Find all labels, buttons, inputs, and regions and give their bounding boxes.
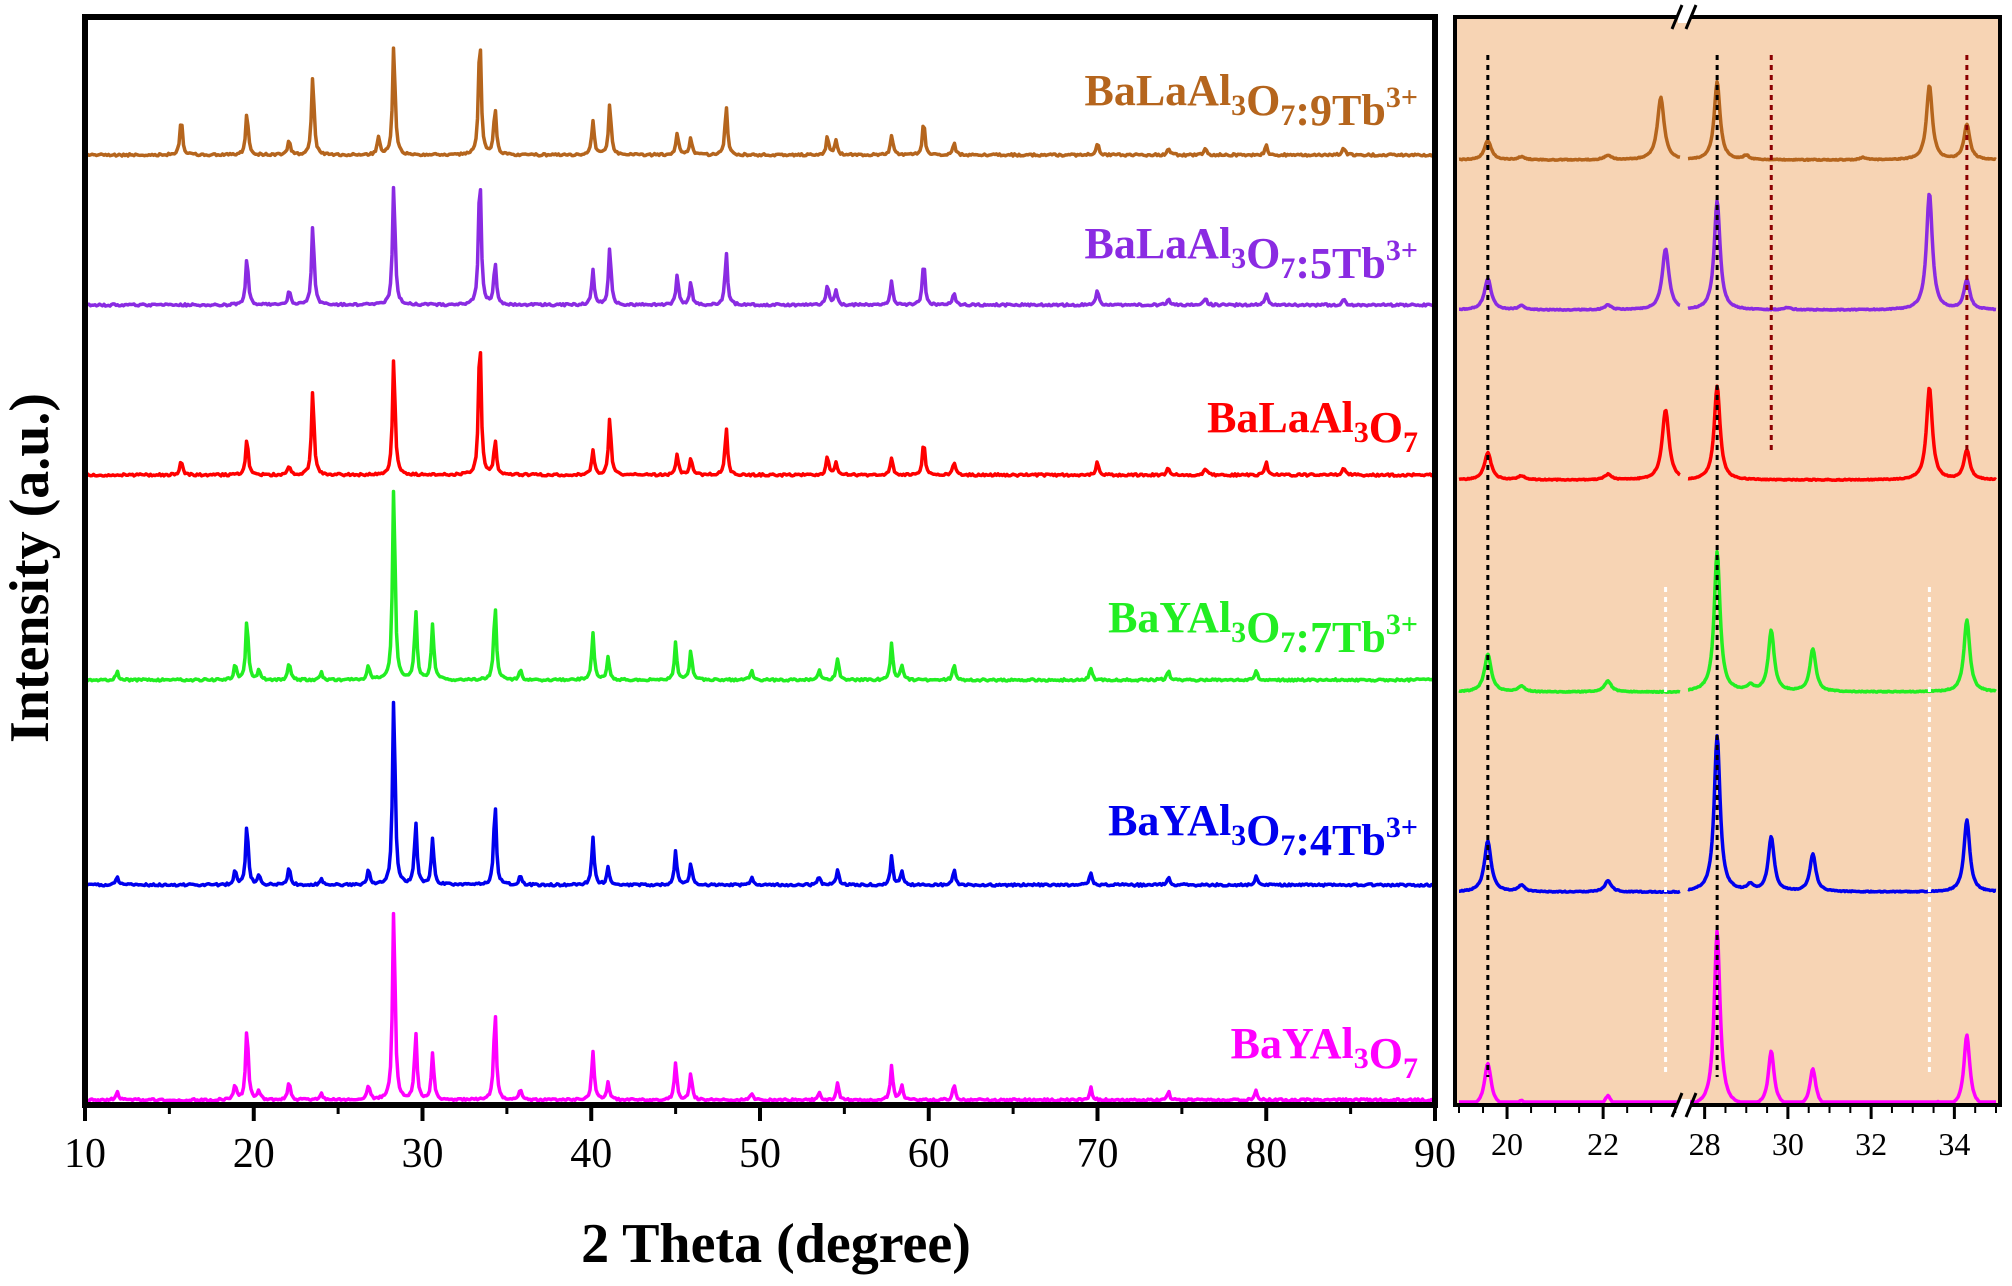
xrd-curve [85,700,1434,888]
xrd-curve [85,185,1434,308]
y-axis-label: Intensity (a.u.) [0,393,61,743]
zoom-xrd-curve [1458,95,1681,162]
series-label: BaYAl3O7:4Tb3+ [1108,796,1418,865]
x-tick-label: 10 [64,1131,106,1177]
zoom-plot-frame [1453,15,2002,1107]
zoom-x-tick-label: 22 [1587,1126,1619,1162]
series-label: BaYAl3O7 [1231,1019,1418,1085]
xrd-curve [85,46,1435,158]
zoom-x-tick-label: 34 [1938,1126,1970,1162]
series-label: BaYAl3O7:7Tb3+ [1108,593,1418,662]
x-tick-label: 60 [908,1131,950,1177]
zoom-xrd-curve [1687,79,1997,162]
x-tick-label: 30 [402,1131,444,1177]
zoom-xrd-curve [1458,408,1681,482]
xrd-curve [84,489,1434,683]
series-label: BaLaAl3O7:5Tb3+ [1084,219,1418,288]
series-label: BaLaAl3O7 [1207,393,1418,459]
zoom-xrd-curve [1687,192,1997,312]
zoom-xrd-curve [1687,734,1997,894]
zoom-x-tick-label: 32 [1855,1126,1887,1162]
zoom-background [1455,17,2000,1105]
zoom-xrd-curve [1687,384,1998,482]
x-tick-label: 70 [1077,1131,1119,1177]
x-tick-label: 90 [1414,1131,1456,1177]
main-plot-frame [82,14,1438,1108]
x-axis-label: 2 Theta (degree) [581,1213,971,1275]
zoom-xrd-curve [1687,929,1997,1104]
zoom-x-tick-label: 30 [1772,1126,1804,1162]
zoom-xrd-curve [1458,652,1681,694]
zoom-xrd-plot: 20 22 28 30 32 34 [1453,4,2002,1162]
zoom-x-tick-label: 28 [1689,1126,1721,1162]
x-tick-label: 50 [739,1131,781,1177]
xrd-curve [84,350,1435,478]
zoom-xrd-curve [1687,550,1997,694]
xrd-curve [84,911,1434,1103]
x-tick-label: 80 [1245,1131,1287,1177]
zoom-x-tick-label: 20 [1491,1126,1523,1162]
x-tick-label: 40 [570,1131,612,1177]
zoom-xrd-curve [1458,247,1681,312]
zoom-xrd-curve [1458,839,1681,895]
series-label: BaLaAl3O7:9Tb3+ [1084,66,1418,135]
main-xrd-plot: BaLaAl3O7:9Tb3+ BaLaAl3O7:5Tb3+ BaLaAl3O7 B… [64,14,1456,1177]
zoom-xrd-curve [1458,1061,1681,1104]
x-tick-label: 20 [233,1131,275,1177]
